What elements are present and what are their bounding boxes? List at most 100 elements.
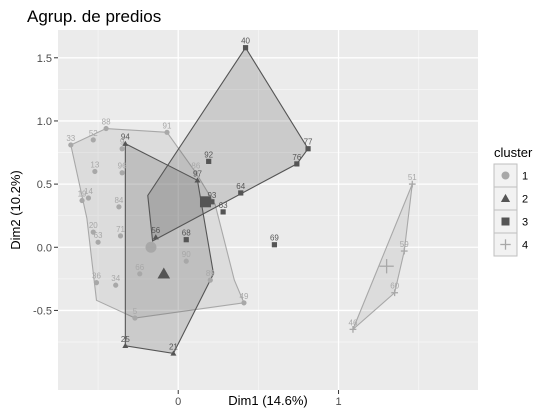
cluster-1-point — [132, 315, 138, 321]
cluster-3-point — [242, 45, 249, 51]
point-label: 33 — [66, 134, 75, 143]
y-axis-ticks: -0.5 0.0 0.5 1.0 1.5 — [33, 53, 58, 317]
point-label: 77 — [304, 138, 313, 147]
point-label: 46 — [349, 318, 358, 327]
cluster-4-point — [349, 325, 357, 333]
y-tick-label: 0.5 — [37, 179, 52, 191]
cluster-2-point — [122, 342, 129, 349]
point-label: 21 — [169, 342, 178, 351]
cluster-1-point — [119, 170, 125, 176]
cluster-1-point — [116, 204, 122, 210]
point-label: 76 — [292, 153, 301, 162]
gridlines — [58, 30, 478, 390]
legend-label-2: 2 — [522, 194, 528, 206]
cluster-3-point — [294, 161, 300, 167]
point-label: 9 — [120, 138, 125, 147]
cluster-1-point — [119, 146, 125, 152]
cluster-3-point — [271, 242, 278, 248]
point-label: 13 — [90, 160, 99, 169]
point-label: 90 — [182, 250, 191, 259]
point-label: 86 — [191, 162, 200, 171]
cluster-4-point — [400, 247, 408, 255]
cluster-2-point — [152, 234, 159, 240]
legend-marker-3 — [501, 217, 510, 226]
y-tick-label: 0.0 — [37, 242, 52, 254]
y-tick-label: -0.5 — [33, 305, 52, 317]
cluster-2-point — [194, 177, 201, 183]
data-points — [68, 45, 416, 356]
cluster-1-point — [241, 300, 247, 306]
cluster-4-point — [391, 289, 399, 297]
point-label: 40 — [241, 37, 250, 46]
cluster-1-point — [92, 168, 98, 175]
point-label: 64 — [236, 182, 245, 191]
cluster-4-centroid — [379, 259, 394, 274]
point-label: 63 — [219, 201, 228, 210]
cluster-1-point — [95, 239, 101, 245]
cluster-1-point — [103, 125, 109, 132]
point-label: 52 — [89, 129, 98, 138]
point-label: 14 — [84, 187, 93, 196]
cluster-3-centroid — [199, 196, 211, 208]
point-label: 56 — [151, 226, 160, 235]
cluster-4-point — [408, 180, 416, 188]
plot-panel — [58, 30, 478, 390]
cluster-1-point — [193, 170, 199, 176]
x-tick-label: 0 — [175, 396, 181, 408]
point-label: 68 — [182, 229, 191, 238]
point-label: 25 — [121, 335, 130, 344]
legend-label-1: 1 — [522, 171, 528, 183]
cluster-3-point — [305, 146, 311, 152]
point-label: 51 — [408, 173, 417, 182]
point-label: 97 — [193, 169, 202, 178]
y-tick-label: 1.5 — [37, 53, 52, 65]
legend: cluster 1 2 3 4 — [493, 145, 533, 257]
cluster-3-point — [238, 190, 244, 196]
cluster-3-hull — [147, 46, 309, 242]
cluster-1-point — [207, 277, 213, 283]
point-label: 19 — [78, 190, 87, 199]
cluster-1-point — [90, 137, 96, 143]
point-label: 60 — [390, 282, 399, 291]
cluster-3-point — [183, 237, 189, 243]
point-label: 66 — [135, 263, 144, 272]
cluster-1-point — [164, 129, 170, 135]
chart-title: Agrup. de predios — [27, 7, 161, 26]
point-label: 63 — [94, 231, 103, 240]
cluster-1-point — [137, 271, 143, 277]
point-label: 69 — [270, 234, 279, 243]
point-label: 94 — [121, 133, 130, 142]
point-label: 34 — [111, 274, 120, 283]
point-label: 71 — [116, 225, 125, 234]
legend-label-3: 3 — [522, 217, 528, 229]
point-label: 20 — [89, 221, 98, 230]
y-axis-title: Dim2 (10.2%) — [8, 170, 23, 249]
point-label: 5 — [133, 307, 138, 316]
cluster-1-point — [113, 282, 119, 288]
cluster-hulls — [70, 46, 413, 354]
y-tick-label: 1.0 — [37, 116, 52, 128]
point-label: 59 — [400, 240, 409, 249]
cluster-2-centroid — [157, 267, 171, 279]
legend-label-4: 4 — [522, 240, 528, 252]
cluster-1-point — [68, 142, 74, 148]
point-label: 88 — [102, 118, 111, 127]
cluster-3-point — [206, 158, 212, 164]
cluster-1-hull — [70, 127, 245, 319]
cluster-1-centroid — [145, 241, 157, 253]
cluster-3-point — [220, 209, 226, 215]
x-axis-title: Dim1 (14.6%) — [228, 393, 307, 408]
point-label: 84 — [114, 196, 123, 205]
point-label: 93 — [207, 191, 216, 200]
point-label: 89 — [206, 269, 215, 278]
point-label: 36 — [92, 272, 101, 281]
cluster-1-point — [79, 197, 85, 204]
point-label: 96 — [118, 162, 127, 171]
legend-marker-1 — [501, 171, 510, 180]
point-label: 49 — [240, 292, 249, 301]
cluster-2-point — [170, 350, 177, 356]
cluster-1-point — [93, 280, 100, 286]
